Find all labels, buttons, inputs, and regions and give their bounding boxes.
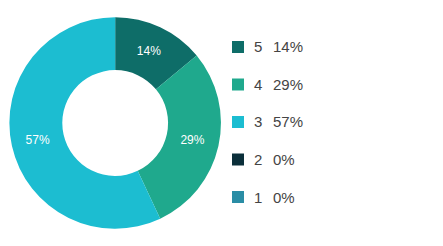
- svg-text:29%: 29%: [273, 76, 303, 93]
- svg-text:5: 5: [254, 38, 262, 55]
- svg-text:1: 1: [254, 189, 262, 206]
- svg-text:57%: 57%: [26, 133, 50, 147]
- svg-text:4: 4: [254, 76, 262, 93]
- svg-text:29%: 29%: [180, 133, 204, 147]
- svg-text:2: 2: [254, 151, 262, 168]
- svg-text:14%: 14%: [137, 44, 161, 58]
- svg-text:0%: 0%: [273, 189, 295, 206]
- svg-text:3: 3: [254, 113, 262, 130]
- svg-text:57%: 57%: [273, 113, 303, 130]
- svg-text:14%: 14%: [273, 38, 303, 55]
- svg-text:0%: 0%: [273, 151, 295, 168]
